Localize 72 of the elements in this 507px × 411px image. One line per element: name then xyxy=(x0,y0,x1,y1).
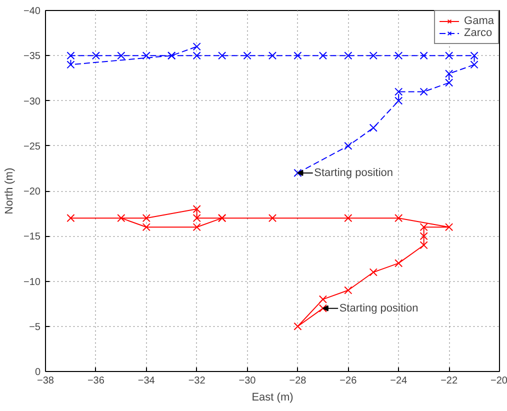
point xyxy=(420,241,428,250)
point xyxy=(394,96,403,105)
point xyxy=(192,205,201,214)
y-tick-label: −30 xyxy=(24,96,41,108)
point xyxy=(318,295,327,304)
point xyxy=(294,168,302,177)
y-tick-label: −25 xyxy=(24,141,41,152)
point xyxy=(92,52,100,60)
point xyxy=(369,124,378,132)
x-tick-label: −34 xyxy=(138,376,156,386)
point xyxy=(117,52,126,60)
y-axis-title: North (m) xyxy=(4,168,16,214)
y-tick-label: −35 xyxy=(24,51,41,62)
x-axis-title: East (m) xyxy=(252,392,294,404)
x-tick-label: −20 xyxy=(490,376,507,386)
x-tick-label: −38 xyxy=(37,376,54,386)
point xyxy=(192,214,201,222)
point xyxy=(445,78,454,87)
x-tick-label: −36 xyxy=(87,376,105,386)
x-tick-label: −22 xyxy=(440,376,458,386)
point xyxy=(268,52,277,60)
point xyxy=(344,142,352,150)
point xyxy=(142,214,150,222)
point xyxy=(394,259,403,268)
point xyxy=(318,304,327,312)
point xyxy=(394,88,403,96)
point xyxy=(420,52,428,60)
point xyxy=(445,223,454,232)
point xyxy=(66,60,75,69)
point xyxy=(420,88,428,96)
point xyxy=(420,232,428,240)
point xyxy=(470,60,478,69)
y-tick-label: 0 xyxy=(34,367,41,378)
point xyxy=(394,214,403,222)
point xyxy=(142,52,150,60)
point xyxy=(142,223,150,232)
point xyxy=(66,52,75,60)
point xyxy=(445,70,454,78)
y-tick-label: −5 xyxy=(29,322,41,333)
point xyxy=(344,214,352,222)
y-tick-label: −10 xyxy=(24,276,41,288)
x-tick-label: −30 xyxy=(238,376,256,386)
x-tick-label: −28 xyxy=(289,376,307,386)
legend-label: Zarco xyxy=(464,27,492,39)
point xyxy=(192,52,201,60)
point xyxy=(117,214,126,222)
point xyxy=(294,322,302,330)
x-tick-label: −24 xyxy=(390,376,408,386)
legend-label: Gama xyxy=(464,15,494,27)
point xyxy=(369,268,378,276)
point xyxy=(394,52,403,60)
point xyxy=(192,223,201,232)
point xyxy=(218,52,226,60)
point xyxy=(470,52,478,60)
point xyxy=(268,214,277,222)
point xyxy=(192,42,201,51)
point xyxy=(66,214,75,222)
y-tick-label: −15 xyxy=(24,232,41,243)
point xyxy=(420,223,428,232)
annotation: Starting position xyxy=(314,166,394,179)
point xyxy=(318,52,327,60)
point xyxy=(243,52,252,60)
y-tick-label: −20 xyxy=(24,186,41,198)
annotation: Starting position xyxy=(339,302,418,314)
y-tick-label: −40 xyxy=(24,6,41,17)
point xyxy=(344,286,352,294)
point xyxy=(344,52,352,60)
point xyxy=(369,52,378,60)
point xyxy=(294,52,302,60)
x-tick-label: −32 xyxy=(188,376,206,386)
point xyxy=(445,52,454,60)
x-tick-label: −26 xyxy=(340,376,358,386)
